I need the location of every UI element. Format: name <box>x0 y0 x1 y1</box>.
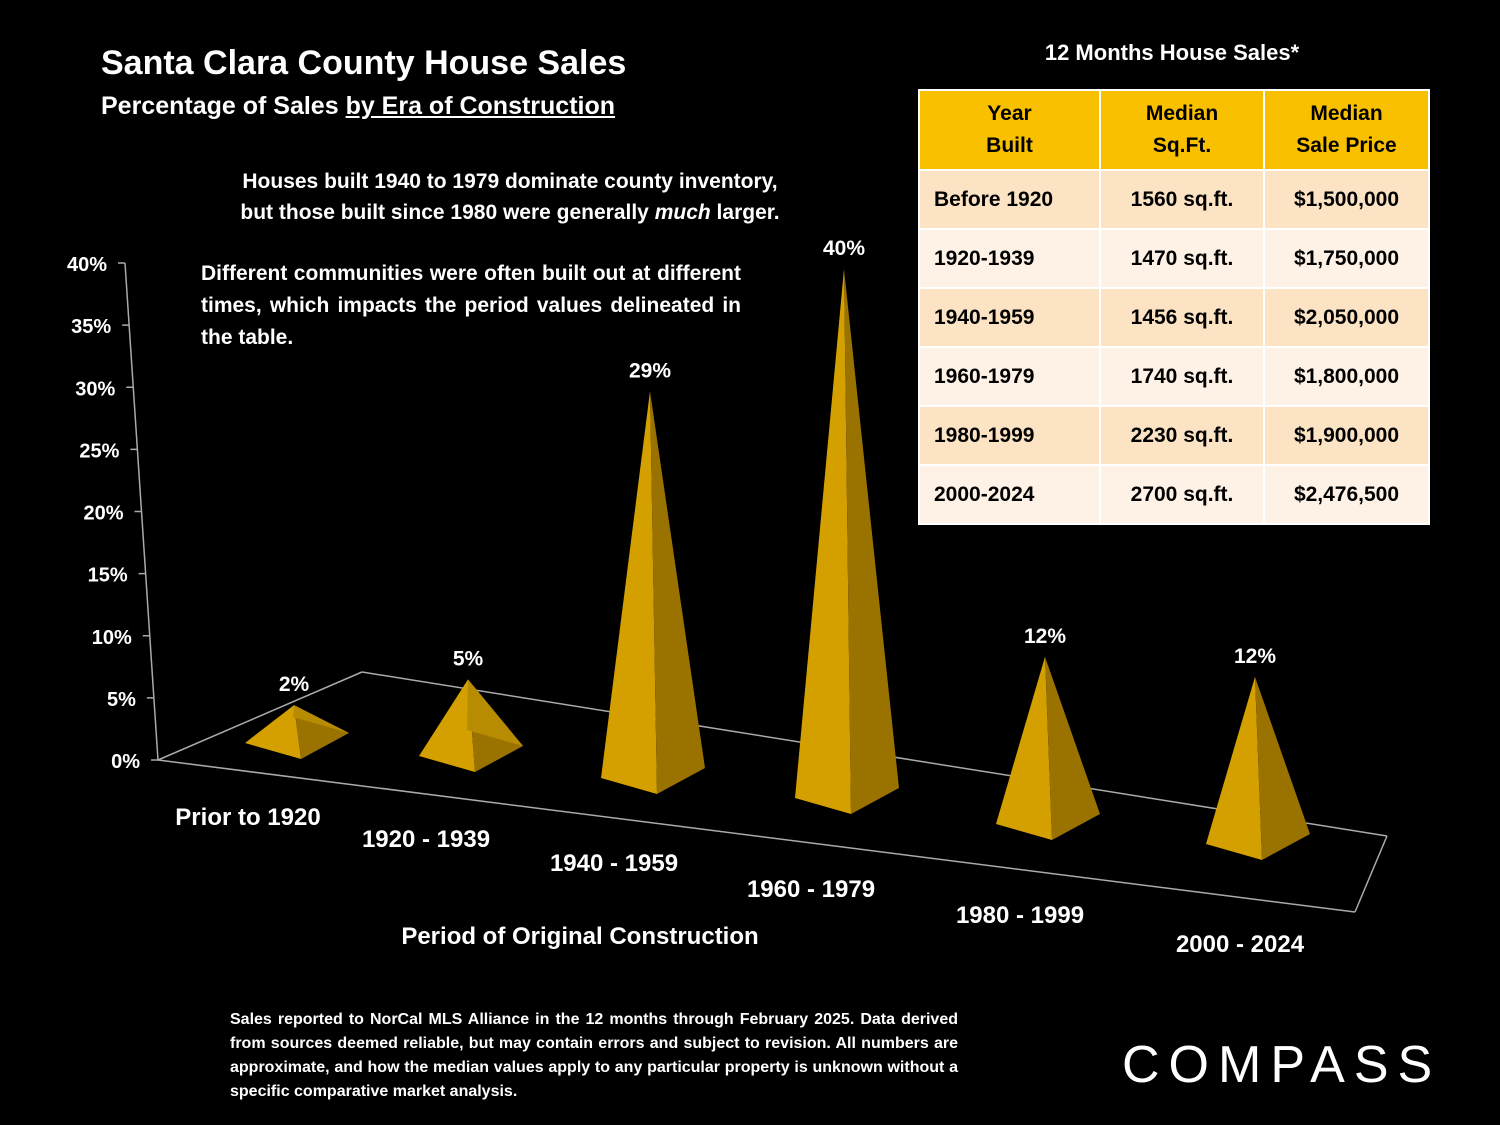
table-row: Before 1920 1560 sq.ft. $1,500,000 <box>919 170 1429 229</box>
insight-emphasis: much <box>655 201 711 224</box>
category-label: 1980 - 1999 <box>956 902 1084 929</box>
pyramid-side-face <box>650 391 705 794</box>
table-title: 12 Months House Sales* <box>918 40 1426 66</box>
pyramid-side-face <box>1045 657 1100 840</box>
pyramid-front-face <box>1206 677 1262 860</box>
cell-price: $1,800,000 <box>1264 347 1429 406</box>
y-tick-label: 30% <box>75 378 115 400</box>
cell-year: 2000-2024 <box>919 465 1100 524</box>
x-axis-title: Period of Original Construction <box>401 923 758 950</box>
header-year-built: Year Built <box>919 90 1100 170</box>
insight-line-1: Houses built 1940 to 1979 dominate count… <box>242 170 777 193</box>
category-label: 1940 - 1959 <box>550 850 678 877</box>
pyramid-front-face <box>419 679 475 772</box>
cell-year: 1980-1999 <box>919 406 1100 465</box>
cell-year: 1940-1959 <box>919 288 1100 347</box>
table-header-row: Year Built Median Sq.Ft. Median Sale Price <box>919 90 1429 170</box>
header-median-price: Median Sale Price <box>1264 90 1429 170</box>
cell-price: $2,476,500 <box>1264 465 1429 524</box>
cell-sqft: 2700 sq.ft. <box>1100 465 1264 524</box>
y-tick-label: 5% <box>107 689 136 711</box>
insight-line-2b: larger. <box>711 201 780 224</box>
table-row: 1960-1979 1740 sq.ft. $1,800,000 <box>919 347 1429 406</box>
cell-sqft: 1740 sq.ft. <box>1100 347 1264 406</box>
cell-sqft: 1456 sq.ft. <box>1100 288 1264 347</box>
value-label: 40% <box>823 237 865 260</box>
cell-year: Before 1920 <box>919 170 1100 229</box>
y-tick-label: 40% <box>67 254 107 276</box>
insight-line-2a: but those built since 1980 were generall… <box>240 201 654 224</box>
value-label: 12% <box>1234 645 1276 668</box>
source-footnote: Sales reported to NorCal MLS Alliance in… <box>230 1008 958 1104</box>
table-row: 2000-2024 2700 sq.ft. $2,476,500 <box>919 465 1429 524</box>
cell-year: 1960-1979 <box>919 347 1100 406</box>
cell-year: 1920-1939 <box>919 229 1100 288</box>
pyramid-side-face <box>844 269 899 814</box>
community-note: Different communities were often built o… <box>201 258 741 354</box>
pyramid-front-face <box>996 657 1052 840</box>
category-label: 1960 - 1979 <box>747 876 875 903</box>
table-row: 1980-1999 2230 sq.ft. $1,900,000 <box>919 406 1429 465</box>
y-tick-label: 15% <box>88 565 128 587</box>
category-label: 1920 - 1939 <box>362 826 490 853</box>
floor-right-edge <box>1355 836 1387 912</box>
y-tick-label: 20% <box>83 503 123 525</box>
y-tick-label: 0% <box>111 751 140 773</box>
cell-sqft: 2230 sq.ft. <box>1100 406 1264 465</box>
pyramid-front-face <box>795 269 851 814</box>
value-label: 5% <box>453 647 484 670</box>
pyramid-side-face <box>1255 677 1310 860</box>
table-row: 1920-1939 1470 sq.ft. $1,750,000 <box>919 229 1429 288</box>
value-label: 29% <box>629 359 671 382</box>
y-tick-label: 25% <box>79 440 119 462</box>
sales-table: Year Built Median Sq.Ft. Median Sale Price … <box>918 89 1430 525</box>
y-tick-label: 10% <box>92 627 132 649</box>
cell-price: $2,050,000 <box>1264 288 1429 347</box>
pyramid-front-face <box>601 391 657 794</box>
category-label: Prior to 1920 <box>175 804 320 831</box>
cell-price: $1,900,000 <box>1264 406 1429 465</box>
cell-sqft: 1470 sq.ft. <box>1100 229 1264 288</box>
header-median-sqft: Median Sq.Ft. <box>1100 90 1264 170</box>
cell-sqft: 1560 sq.ft. <box>1100 170 1264 229</box>
compass-logo: COMPASS <box>1122 1035 1441 1095</box>
y-tick-label: 35% <box>71 316 111 338</box>
pyramid-front-face <box>245 705 301 759</box>
category-label: 2000 - 2024 <box>1176 931 1305 958</box>
insight-note: Houses built 1940 to 1979 dominate count… <box>190 166 830 228</box>
table-row: 1940-1959 1456 sq.ft. $2,050,000 <box>919 288 1429 347</box>
cell-price: $1,750,000 <box>1264 229 1429 288</box>
value-label: 2% <box>279 673 310 696</box>
value-label: 12% <box>1024 625 1066 648</box>
cell-price: $1,500,000 <box>1264 170 1429 229</box>
